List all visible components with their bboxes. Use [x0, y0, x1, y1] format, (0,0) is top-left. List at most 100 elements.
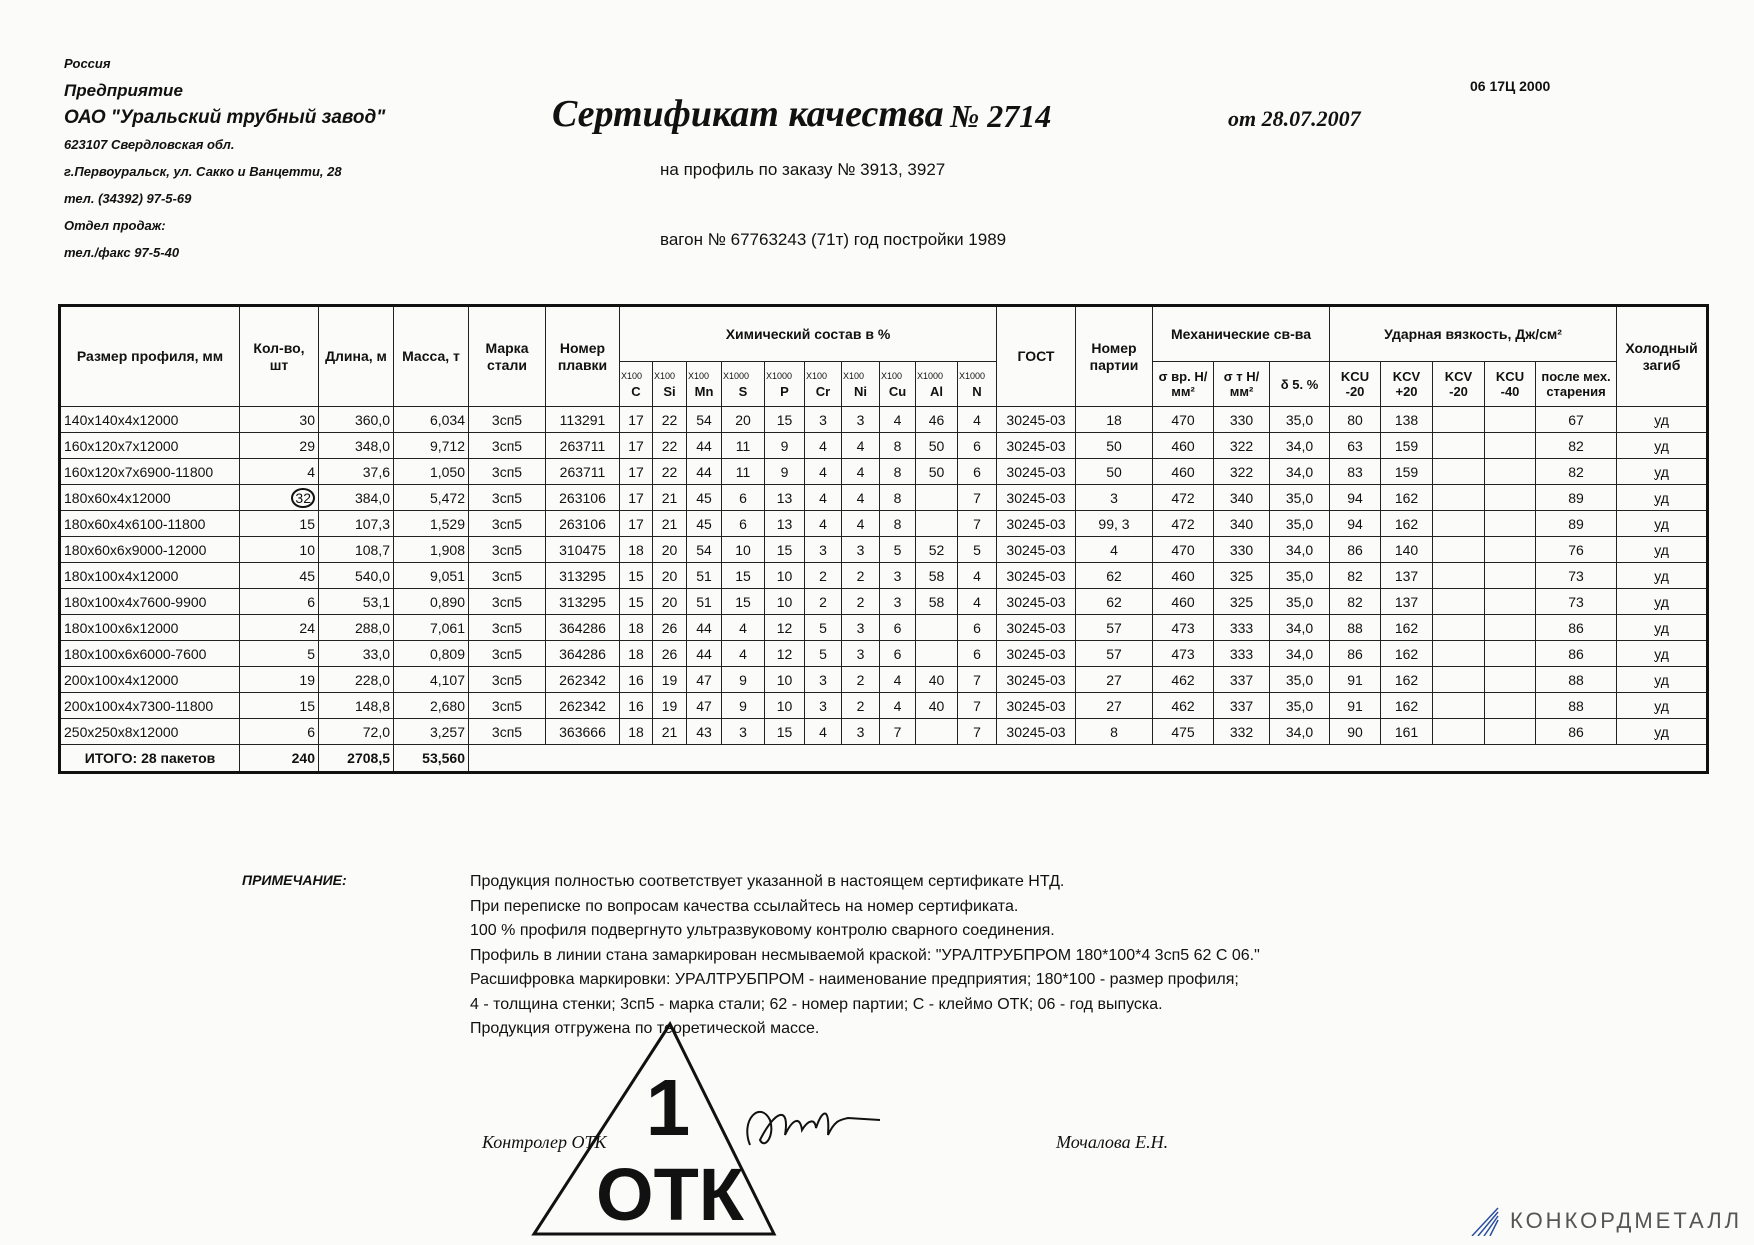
- table-cell: 18: [619, 536, 653, 563]
- note-line: При переписке по вопросам качества ссыла…: [470, 897, 1019, 915]
- table-cell: 30: [239, 406, 319, 433]
- table-cell: 7: [957, 692, 997, 719]
- table-cell: 4: [957, 562, 997, 589]
- table-cell: 35,0: [1268, 510, 1331, 537]
- table-cell: 50: [1075, 458, 1153, 485]
- table-cell: 27: [1075, 692, 1153, 719]
- table-cell: 47: [686, 692, 722, 719]
- table-cell: 15: [619, 562, 653, 589]
- table-cell: 17: [619, 406, 653, 433]
- table-cell: 11: [721, 458, 765, 485]
- table-cell: 3: [721, 718, 765, 745]
- table-cell: 3: [841, 640, 880, 667]
- impact-col-header: после мех. старения: [1535, 361, 1618, 407]
- note-line: Продукция отгружена по теоретической мас…: [470, 1020, 820, 1037]
- table-cell: 50: [915, 458, 958, 485]
- header-chem: Химический состав в %: [619, 305, 997, 362]
- table-cell: 51: [686, 562, 722, 589]
- table-cell: 4: [957, 588, 997, 615]
- notes-list: Продукция полностью соответствует указан…: [470, 870, 1260, 1042]
- multiplier-label: X100: [806, 371, 828, 381]
- table-cell: [1484, 432, 1537, 459]
- element-label: Si: [663, 384, 676, 399]
- table-cell: 15: [619, 588, 653, 615]
- table-cell: 6: [957, 432, 997, 459]
- table-cell: 3сп5: [468, 562, 546, 589]
- table-cell: 30245-03: [996, 406, 1076, 433]
- table-cell: 3: [841, 614, 880, 641]
- table-cell: 30245-03: [996, 692, 1076, 719]
- table-cell: 29: [239, 432, 319, 459]
- header-length: Длина, м: [318, 305, 394, 407]
- table-cell: 18: [619, 718, 653, 745]
- multiplier-label: X100: [881, 371, 903, 381]
- table-cell: 82: [1329, 588, 1382, 615]
- table-cell: [1484, 484, 1537, 511]
- table-cell: 30245-03: [996, 588, 1076, 615]
- table-cell: 8: [1075, 718, 1153, 745]
- table-cell: 30245-03: [996, 510, 1076, 537]
- table-cell: 4: [804, 510, 842, 537]
- table-cell: 4: [879, 666, 916, 693]
- certificate-number: № 2714: [950, 98, 1052, 134]
- table-cell: 473: [1152, 640, 1214, 667]
- table-cell: 4: [879, 692, 916, 719]
- table-cell: [1432, 458, 1486, 485]
- table-cell: [915, 718, 958, 745]
- table-cell: уд: [1616, 692, 1709, 719]
- table-cell: 263711: [545, 458, 620, 485]
- multiplier-label: X100: [843, 371, 865, 381]
- table-cell: 8: [879, 484, 916, 511]
- table-cell: 470: [1152, 536, 1214, 563]
- company-phone: тел. (34392) 97-5-69: [64, 191, 192, 206]
- table-cell: 460: [1152, 432, 1214, 459]
- note-line: Продукция полностью соответствует указан…: [470, 873, 1065, 890]
- table-cell: 15: [764, 536, 805, 563]
- table-cell: [1484, 614, 1537, 641]
- table-cell: 22: [652, 432, 687, 459]
- element-label: P: [780, 384, 789, 399]
- table-cell: 4: [804, 484, 842, 511]
- table-cell: 17: [619, 432, 653, 459]
- table-cell: 35,0: [1268, 406, 1331, 433]
- table-cell: 263106: [545, 510, 620, 537]
- table-cell: 160x120x7x12000: [59, 432, 240, 459]
- table-cell: 34,0: [1268, 458, 1331, 485]
- table-cell: 8: [879, 432, 916, 459]
- table-cell: 4: [841, 432, 880, 459]
- table-cell: 200x100x4x12000: [59, 666, 240, 693]
- header-mech: Механические св-ва: [1151, 305, 1331, 362]
- chem-col-header: X100 Cr: [804, 361, 842, 407]
- table-cell: 80: [1329, 406, 1382, 433]
- table-cell: 200x100x4x7300-11800: [59, 692, 240, 719]
- table-cell: 330: [1213, 406, 1270, 433]
- table-cell: 21: [652, 718, 687, 745]
- table-cell: [1432, 562, 1486, 589]
- circled-value: 32: [291, 487, 315, 508]
- table-cell: 340: [1213, 484, 1270, 511]
- table-cell: уд: [1616, 432, 1709, 459]
- table-cell: 6: [879, 614, 916, 641]
- table-cell: 33,0: [318, 640, 394, 667]
- table-row: 180x100x4x12000 45 540,0 9,051 3сп5 313295 15 2…: [59, 562, 1709, 589]
- table-cell: 313295: [545, 562, 620, 589]
- table-cell: 44: [686, 458, 722, 485]
- table-cell: 88: [1535, 692, 1618, 719]
- table-cell: [1432, 718, 1486, 745]
- table-cell: 32: [239, 484, 319, 511]
- header-bend: Холодный загиб: [1616, 305, 1709, 407]
- watermark-text: КОНКОРДМЕТАЛЛ: [1510, 1208, 1743, 1233]
- table-cell: 4: [804, 458, 842, 485]
- table-cell: 288,0: [318, 614, 394, 641]
- table-cell: 34,0: [1268, 536, 1331, 563]
- table-cell: 89: [1535, 484, 1618, 511]
- table-cell: 20: [652, 562, 687, 589]
- table-cell: 140x140x4x12000: [59, 406, 240, 433]
- table-cell: 3сп5: [468, 406, 546, 433]
- table-cell: 364286: [545, 614, 620, 641]
- table-cell: 30245-03: [996, 718, 1076, 745]
- table-cell: 6: [957, 614, 997, 641]
- table-cell: 348,0: [318, 432, 394, 459]
- table-cell: [915, 640, 958, 667]
- table-cell: 1,050: [393, 458, 469, 485]
